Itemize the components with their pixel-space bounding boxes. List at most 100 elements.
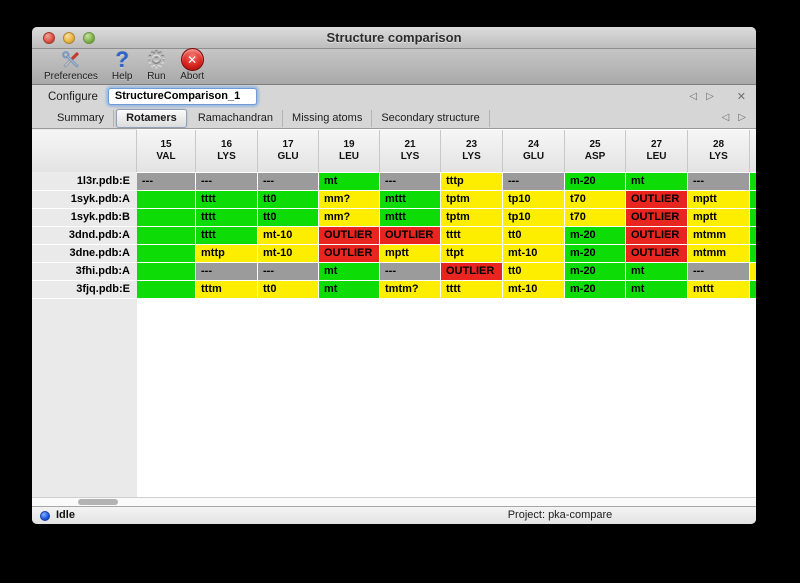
rotamer-cell[interactable]: ttpt — [441, 245, 503, 262]
row-label[interactable]: 1syk.pdb:B — [32, 209, 137, 226]
rotamer-cell[interactable]: mt-10 — [503, 245, 565, 262]
panel-next-icon[interactable]: ▷ — [706, 90, 714, 102]
rotamer-cell[interactable]: tttt — [441, 227, 503, 244]
tab-summary[interactable]: Summary — [48, 109, 115, 127]
rotamer-cell[interactable]: t — [137, 191, 196, 208]
rotamer-cell[interactable]: m-20 — [565, 263, 626, 280]
rotamer-cell[interactable]: mtmm — [688, 227, 750, 244]
rotamer-cell-clipped[interactable] — [750, 263, 756, 280]
tab-secondary-structure[interactable]: Secondary structure — [372, 109, 490, 127]
rotamer-cell[interactable]: mttt — [380, 191, 441, 208]
row-label[interactable]: 3fhi.pdb:A — [32, 263, 137, 280]
tab-rotamers[interactable]: Rotamers — [116, 108, 187, 128]
column-header-15[interactable]: 15 VAL — [137, 130, 196, 172]
rotamer-cell[interactable]: --- — [380, 173, 441, 190]
rotamer-cell-clipped[interactable] — [750, 209, 756, 226]
rotamer-cell[interactable]: OUTLIER — [626, 191, 688, 208]
rotamer-cell[interactable]: mt — [319, 263, 380, 280]
rotamer-cell[interactable]: OUTLIER — [319, 227, 380, 244]
rotamer-cell[interactable]: mptt — [688, 209, 750, 226]
rotamer-cell-clipped[interactable] — [750, 281, 756, 298]
zoom-window-button[interactable] — [83, 32, 95, 44]
rotamer-cell[interactable]: t — [137, 227, 196, 244]
rotamer-cell[interactable]: OUTLIER — [319, 245, 380, 262]
rotamer-cell[interactable]: --- — [380, 263, 441, 280]
rotamer-cell[interactable]: tp10 — [503, 209, 565, 226]
column-header-17[interactable]: 17 GLU — [258, 130, 319, 172]
rotamer-cell[interactable]: mt-10 — [503, 281, 565, 298]
row-label[interactable]: 1l3r.pdb:E — [32, 173, 137, 190]
rotamer-cell[interactable]: --- — [258, 173, 319, 190]
rotamer-cell[interactable]: OUTLIER — [626, 227, 688, 244]
rotamer-cell[interactable]: mtmm — [688, 245, 750, 262]
rotamer-cell[interactable]: tptm — [441, 191, 503, 208]
rotamer-cell[interactable]: tttt — [196, 191, 258, 208]
rotamer-cell[interactable]: m-20 — [565, 281, 626, 298]
horizontal-scrollbar[interactable] — [32, 497, 756, 506]
rotamer-cell[interactable]: OUTLIER — [380, 227, 441, 244]
rotamer-cell-clipped[interactable] — [750, 245, 756, 262]
rotamer-cell[interactable]: --- — [688, 263, 750, 280]
rotamer-cell-clipped[interactable] — [750, 227, 756, 244]
rotamer-cell[interactable]: tptm — [441, 209, 503, 226]
rotamer-cell-clipped[interactable] — [750, 173, 756, 190]
rotamer-cell[interactable]: mm? — [319, 209, 380, 226]
rotamer-cell[interactable]: tt0 — [503, 227, 565, 244]
rotamer-cell[interactable]: tttm — [196, 281, 258, 298]
row-label[interactable]: 3fjq.pdb:E — [32, 281, 137, 298]
rotamer-cell[interactable]: tt0 — [258, 191, 319, 208]
rotamer-cell[interactable]: mt-10 — [258, 245, 319, 262]
row-label[interactable]: 3dnd.pdb:A — [32, 227, 137, 244]
close-window-button[interactable] — [43, 32, 55, 44]
column-header-21[interactable]: 21 LYS — [380, 130, 441, 172]
rotamer-cell[interactable]: tt0 — [258, 281, 319, 298]
rotamer-cell[interactable]: tttt — [441, 281, 503, 298]
rotamer-cell[interactable]: mt — [319, 281, 380, 298]
rotamer-cell[interactable]: m-20 — [565, 245, 626, 262]
minimize-window-button[interactable] — [63, 32, 75, 44]
rotamer-cell[interactable]: mt — [626, 281, 688, 298]
column-header-19[interactable]: 19 LEU — [319, 130, 380, 172]
column-header-25[interactable]: 25 ASP — [565, 130, 626, 172]
rotamer-cell[interactable]: mt — [626, 263, 688, 280]
rotamer-cell[interactable]: --- — [196, 173, 258, 190]
toolbar-button-preferences[interactable]: Preferences — [44, 48, 98, 82]
rotamer-cell[interactable]: t70 — [565, 191, 626, 208]
rotamer-cell[interactable]: t — [137, 263, 196, 280]
panel-close-icon[interactable]: ✕ — [736, 90, 746, 103]
rotamer-cell[interactable]: mt-10 — [258, 227, 319, 244]
rotamer-cell[interactable]: mt — [319, 173, 380, 190]
rotamer-cell[interactable]: mm? — [319, 191, 380, 208]
rotamer-cell[interactable]: mttp — [196, 245, 258, 262]
rotamer-cell[interactable]: mt — [626, 173, 688, 190]
rotamer-cell[interactable]: mptt — [380, 245, 441, 262]
tab-next-icon[interactable]: ▷ — [738, 112, 746, 123]
rotamer-cell[interactable]: tttt — [196, 227, 258, 244]
rotamer-cell[interactable]: t — [137, 209, 196, 226]
tab-missing-atoms[interactable]: Missing atoms — [283, 109, 373, 127]
rotamer-cell[interactable]: --- — [137, 173, 196, 190]
row-label[interactable]: 3dne.pdb:A — [32, 245, 137, 262]
panel-prev-icon[interactable]: ◁ — [689, 90, 698, 102]
row-label[interactable]: 1syk.pdb:A — [32, 191, 137, 208]
rotamer-cell[interactable]: --- — [503, 173, 565, 190]
column-header-27[interactable]: 27 LEU — [626, 130, 688, 172]
rotamer-cell[interactable]: tt0 — [503, 263, 565, 280]
rotamer-cell[interactable]: mttt — [380, 209, 441, 226]
rotamer-cell[interactable]: t — [137, 245, 196, 262]
column-header-24[interactable]: 24 GLU — [503, 130, 565, 172]
rotamer-cell-clipped[interactable] — [750, 191, 756, 208]
toolbar-button-help[interactable]: ? Help — [112, 48, 133, 82]
toolbar-button-abort[interactable]: ✕ Abort — [180, 48, 204, 82]
tab-prev-icon[interactable]: ◁ — [721, 112, 730, 123]
rotamer-cell[interactable]: t — [137, 281, 196, 298]
rotamer-cell[interactable]: tttt — [196, 209, 258, 226]
configuration-name-input[interactable]: StructureComparison_1 — [107, 88, 257, 105]
rotamer-cell[interactable]: --- — [688, 173, 750, 190]
rotamer-cell[interactable]: m-20 — [565, 173, 626, 190]
rotamer-cell[interactable]: tmtm? — [380, 281, 441, 298]
rotamer-cell[interactable]: OUTLIER — [626, 209, 688, 226]
rotamer-cell[interactable]: mttt — [688, 281, 750, 298]
column-header-16[interactable]: 16 LYS — [196, 130, 258, 172]
rotamer-cell[interactable]: --- — [196, 263, 258, 280]
